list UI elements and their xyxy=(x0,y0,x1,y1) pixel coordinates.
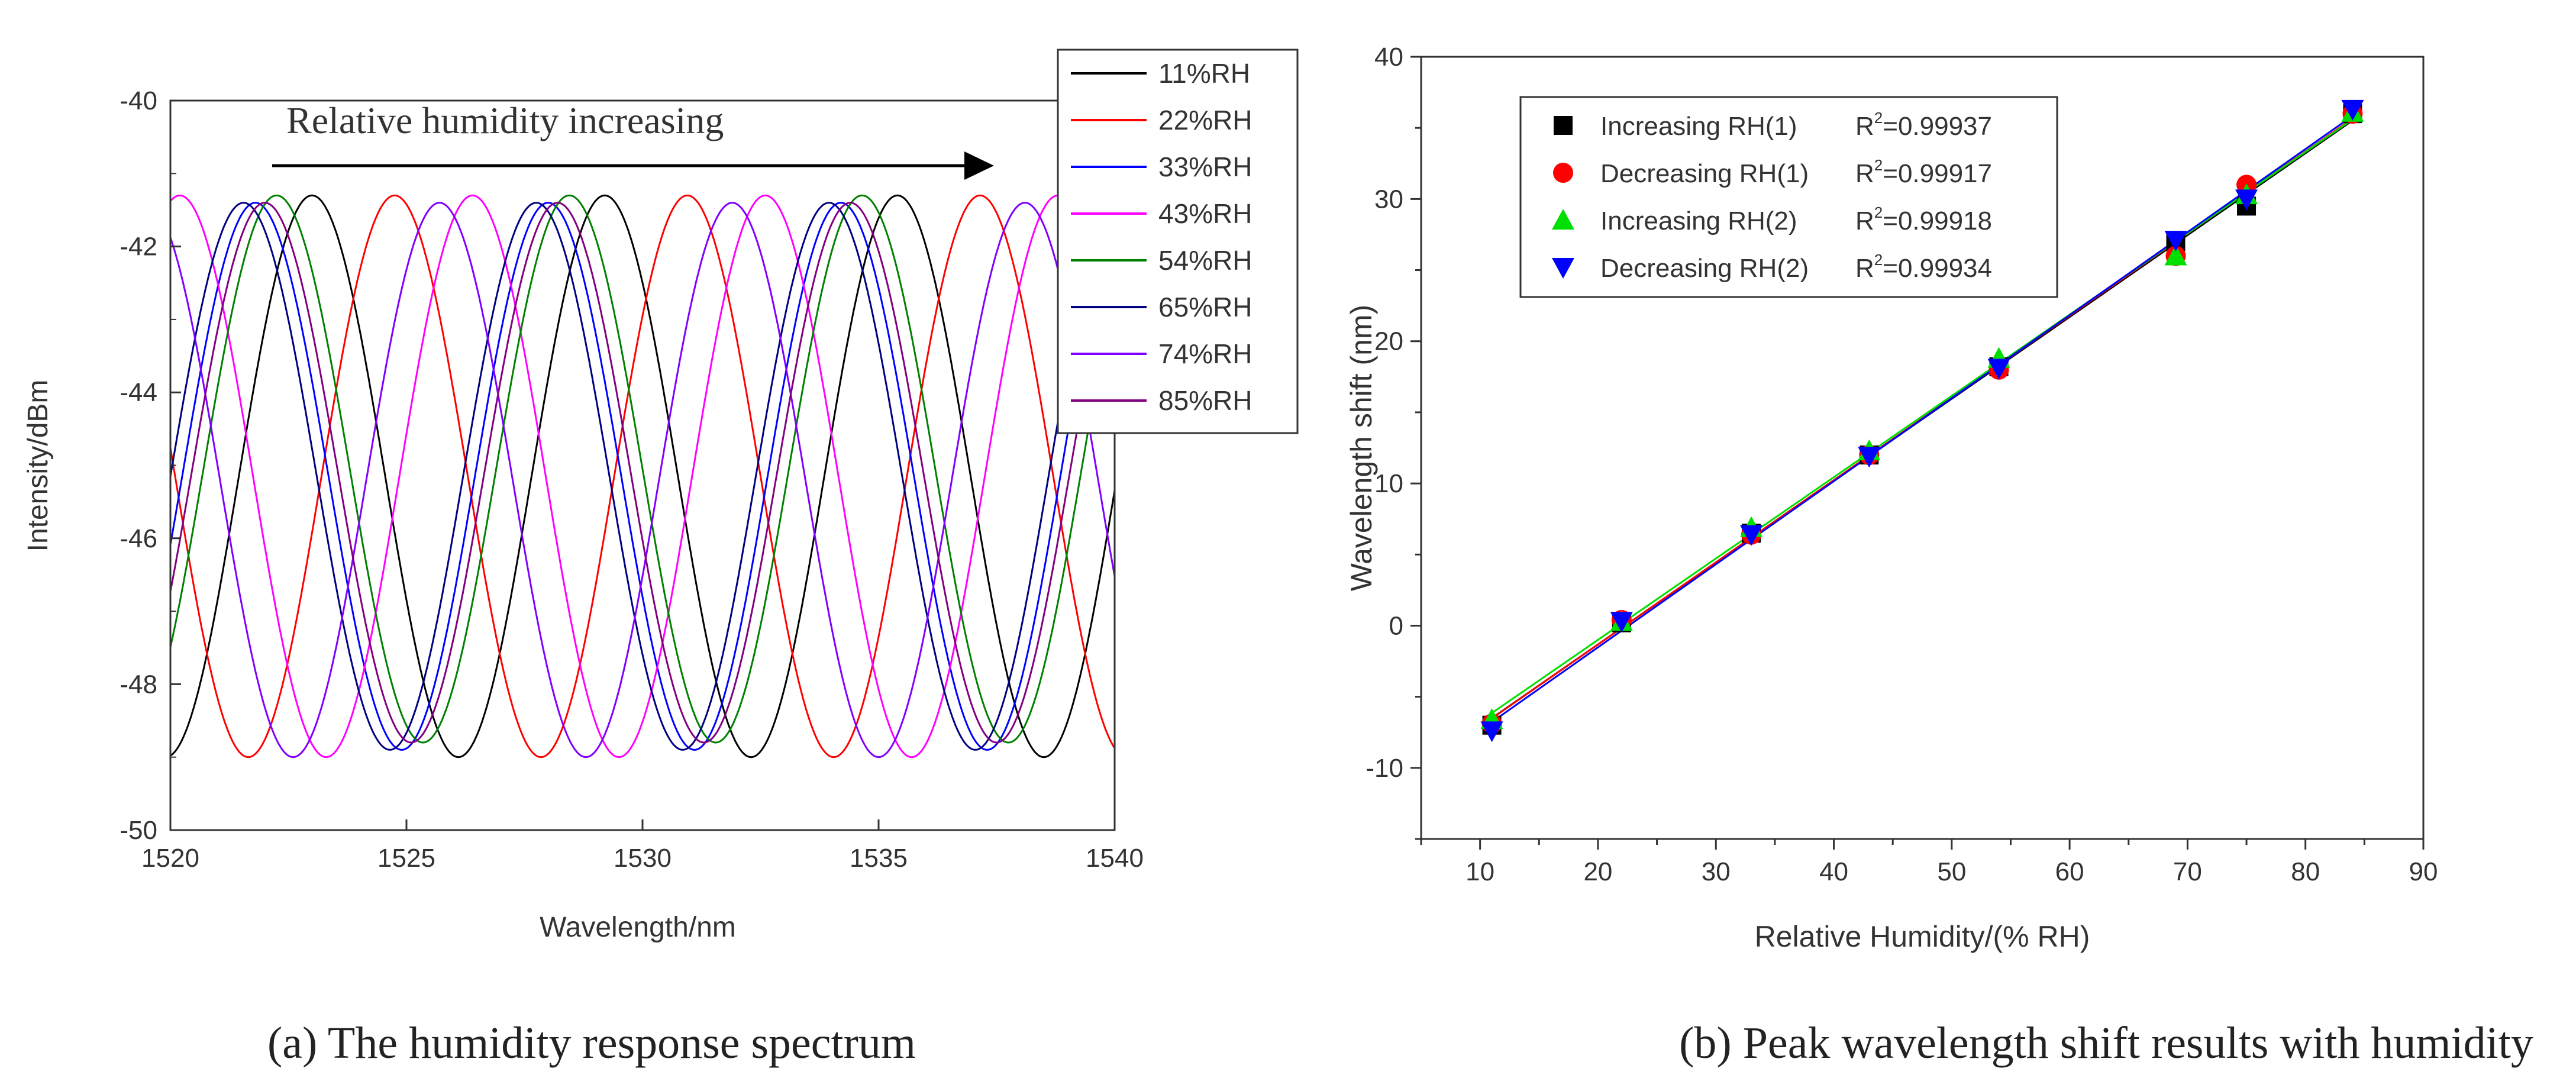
data-point xyxy=(1740,525,1763,546)
r2-superscript: 2 xyxy=(1874,109,1883,127)
shift-x-tick-label: 80 xyxy=(2291,857,2320,886)
shift-x-tick-label: 60 xyxy=(2055,857,2084,886)
data-point xyxy=(1480,721,1503,743)
r2-symbol: R xyxy=(1855,159,1874,188)
data-point xyxy=(2164,231,2187,252)
shift-x-tick-label: 50 xyxy=(1937,857,1966,886)
r2-superscript: 2 xyxy=(1874,204,1883,221)
spectrum-legend-label: 33%RH xyxy=(1158,151,1253,182)
spectrum-legend-label: 85%RH xyxy=(1158,385,1253,416)
shift-legend-label: Decreasing RH(1) xyxy=(1600,159,1809,188)
spectrum-legend-label: 11%RH xyxy=(1158,58,1250,89)
shift-legend-r2: R2=0.99918 xyxy=(1855,204,1992,235)
shift-legend-r2: R2=0.99934 xyxy=(1855,251,1992,283)
spectrum-curve-43pct-rh xyxy=(169,194,1116,758)
shift-panel: 10 20 30 40 50 60 70 80 90 -10 0 10 20 30 40 Increasin… xyxy=(1345,43,2533,1068)
shift-ticks: 10 20 30 40 50 60 70 80 90 -10 0 10 20 30 40 xyxy=(1366,43,2438,886)
spectrum-curve-33pct-rh xyxy=(169,202,1116,751)
shift-fit-lines xyxy=(1491,115,2354,723)
spectrum-legend-label: 22%RH xyxy=(1158,105,1253,135)
r2-value: =0.99918 xyxy=(1883,206,1992,235)
shift-x-tick-label: 30 xyxy=(1702,857,1731,886)
spectrum-y-axis-title: Intensity/dBm xyxy=(22,380,54,552)
r2-value: =0.99934 xyxy=(1883,254,1992,283)
shift-x-tick-label: 70 xyxy=(2173,857,2202,886)
spectrum-curve-85pct-rh xyxy=(169,202,1116,744)
shift-legend-r2: R2=0.99937 xyxy=(1855,109,1992,141)
spectrum-curve-74pct-rh xyxy=(169,202,1116,758)
shift-x-tick-label: 90 xyxy=(2409,857,2438,886)
spectrum-legend-box xyxy=(1057,49,1299,434)
spectrum-x-tick-label: 1535 xyxy=(850,844,908,873)
shift-y-tick-label: -10 xyxy=(1366,754,1403,783)
shift-y-tick-label: 40 xyxy=(1374,43,1403,72)
spectrum-series-group xyxy=(169,194,1116,758)
data-point xyxy=(1987,359,2010,380)
spectrum-y-tick-label: -44 xyxy=(120,378,157,407)
spectrum-curve-54pct-rh xyxy=(169,194,1116,744)
shift-y-tick-label: 20 xyxy=(1374,327,1403,356)
shift-legend-marker xyxy=(1552,209,1574,230)
shift-y-tick-label: 10 xyxy=(1374,469,1403,498)
shift-x-tick-label: 40 xyxy=(1819,857,1848,886)
shift-y-tick-label: 30 xyxy=(1374,185,1403,214)
data-point xyxy=(2341,99,2364,121)
spectrum-legend-label: 54%RH xyxy=(1158,245,1253,276)
shift-legend-marker xyxy=(1554,116,1573,135)
shift-legend-marker xyxy=(1552,258,1574,279)
data-point xyxy=(2235,189,2258,211)
spectrum-x-tick-label: 1525 xyxy=(377,844,435,873)
caption-b: (b) Peak wavelength shift results with h… xyxy=(1679,1018,2533,1068)
r2-value: =0.99917 xyxy=(1883,159,1992,188)
shift-data-points xyxy=(1480,99,2364,743)
spectrum-legend: 11%RH 22%RH 33%RH 43%RH 54%RH 65%RH 74%RH 85%RH xyxy=(1057,49,1299,434)
fit-line xyxy=(1491,115,2354,723)
spectrum-curve-11pct-rh xyxy=(170,194,1116,758)
spectrum-y-tick-label: -40 xyxy=(120,86,157,115)
r2-superscript: 2 xyxy=(1874,251,1883,269)
humidity-increasing-arrow xyxy=(272,151,994,180)
data-point xyxy=(2164,244,2187,266)
spectrum-legend-label: 74%RH xyxy=(1158,338,1253,369)
r2-symbol: R xyxy=(1855,112,1874,141)
spectrum-x-tick-label: 1520 xyxy=(141,844,199,873)
spectrum-legend-label: 43%RH xyxy=(1158,198,1253,229)
r2-symbol: R xyxy=(1855,206,1874,235)
data-point xyxy=(1858,447,1881,468)
data-point xyxy=(1610,612,1633,633)
shift-x-tick-label: 10 xyxy=(1465,857,1494,886)
spectrum-y-tick-label: -42 xyxy=(120,233,157,262)
spectrum-y-tick-label: -46 xyxy=(120,524,157,553)
shift-legend-marker xyxy=(1553,163,1573,183)
r2-symbol: R xyxy=(1855,254,1874,283)
spectrum-curve-22pct-rh xyxy=(169,194,1116,758)
spectrum-y-tick-label: -48 xyxy=(120,670,157,699)
shift-y-axis-title: Wavelength shift (nm) xyxy=(1345,305,1378,591)
shift-x-axis-title: Relative Humidity/(% RH) xyxy=(1755,920,2090,953)
spectrum-y-tick-label: -50 xyxy=(120,816,157,845)
shift-legend-label: Decreasing RH(2) xyxy=(1600,254,1809,283)
spectrum-panel: 1520 1525 1530 1535 1540 -50 -48 -46 -44 -42 -40 1… xyxy=(22,49,1299,1068)
humidity-increasing-annotation: Relative humidity increasing xyxy=(286,99,724,141)
shift-legend-box xyxy=(1519,96,2058,298)
spectrum-x-axis-title: Wavelength/nm xyxy=(540,912,736,943)
r2-superscript: 2 xyxy=(1874,156,1883,174)
shift-plot-frame xyxy=(1420,56,2425,840)
shift-x-tick-label: 20 xyxy=(1583,857,1612,886)
shift-legend-label: Increasing RH(1) xyxy=(1600,112,1797,141)
shift-y-tick-label: 0 xyxy=(1389,611,1403,640)
r2-value: =0.99937 xyxy=(1883,112,1992,141)
spectrum-x-tick-label: 1540 xyxy=(1086,844,1144,873)
spectrum-curve-65pct-rh xyxy=(169,202,1116,751)
caption-a: (a) The humidity response spectrum xyxy=(267,1018,916,1068)
spectrum-legend-label: 65%RH xyxy=(1158,292,1253,322)
arrow-head xyxy=(964,151,994,180)
shift-legend-label: Increasing RH(2) xyxy=(1600,206,1797,235)
spectrum-x-tick-label: 1530 xyxy=(614,844,672,873)
fit-line xyxy=(1491,118,2354,714)
shift-legend-r2: R2=0.99917 xyxy=(1855,156,1992,188)
spectrum-ticks: 1520 1525 1530 1535 1540 -50 -48 -46 -44 -42 -40 xyxy=(120,86,1144,873)
